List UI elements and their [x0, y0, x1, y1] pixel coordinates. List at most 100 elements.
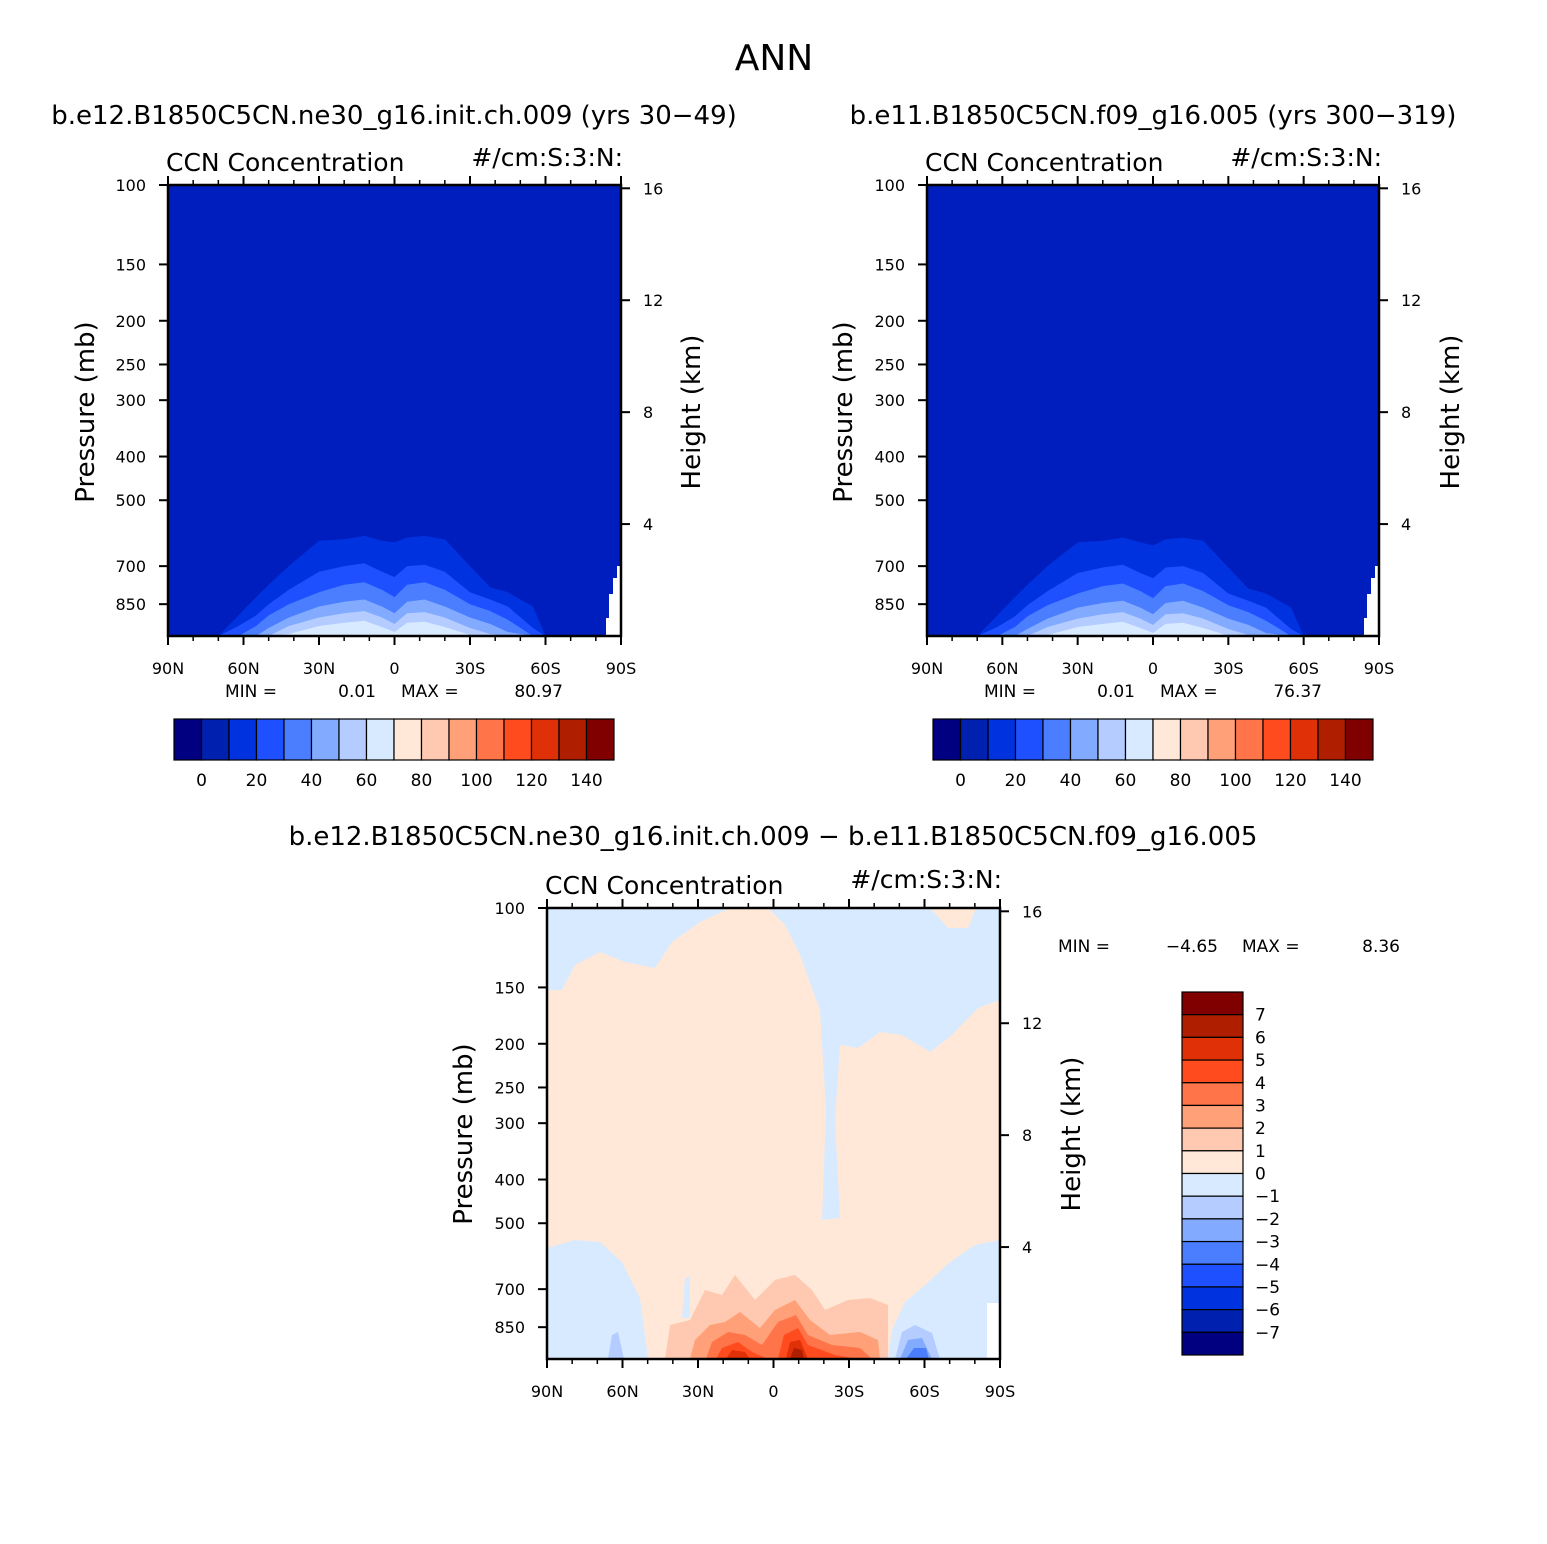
panel-2-y2label: Height (km) — [1436, 335, 1466, 490]
x-tick-label: 90N — [531, 1382, 563, 1401]
y2-tick-label: 16 — [1022, 902, 1042, 921]
panel-1-y2label: Height (km) — [677, 335, 707, 490]
contour-band-6 — [977, 621, 1379, 636]
diff-upper-left-negative — [547, 908, 730, 990]
x-tick-label: 90S — [985, 1382, 1016, 1401]
colorbar-box — [585, 718, 615, 761]
panel-2-ylabel: Pressure (mb) — [829, 321, 859, 502]
panel-3-min-value: −4.65 — [1166, 937, 1218, 957]
colorbar-label: 80 — [1170, 771, 1192, 791]
colorbar-box — [1152, 718, 1182, 761]
panel-1-min-value: 0.01 — [338, 682, 376, 702]
y2-tick-label: 12 — [1401, 291, 1421, 310]
colorbar-box — [448, 718, 478, 761]
missing-data — [1364, 566, 1379, 636]
y2-tick-label: 4 — [643, 515, 653, 534]
panel-1-ylabel: Pressure (mb) — [71, 321, 101, 502]
colorbar-label: 0 — [955, 771, 966, 791]
colorbar-box — [475, 718, 505, 761]
panel-1-max-value: 80.97 — [514, 682, 563, 702]
panel-3-right-label: #/cm:S:3:N: — [850, 865, 1002, 894]
colorbar-label: 100 — [1219, 771, 1251, 791]
y-tick-label: 850 — [115, 595, 146, 614]
y2-tick-label: 12 — [1022, 1014, 1042, 1033]
x-tick-label: 0 — [1148, 659, 1158, 678]
contour-band-6 — [218, 620, 621, 636]
colorbar-label: 80 — [411, 771, 433, 791]
colorbar-box — [1181, 1104, 1244, 1129]
colorbar-label: 60 — [356, 771, 378, 791]
colorbar-box — [558, 718, 588, 761]
colorbar-label: 140 — [570, 771, 602, 791]
panel-2-max-value: 76.37 — [1273, 682, 1322, 702]
colorbar-box — [1289, 718, 1319, 761]
y-tick-label: 150 — [115, 255, 146, 274]
x-tick-label: 30S — [1213, 659, 1244, 678]
colorbar-box — [420, 718, 450, 761]
colorbar-label: 20 — [246, 771, 268, 791]
colorbar-box — [1207, 718, 1237, 761]
x-tick-label: 90S — [1364, 659, 1395, 678]
colorbar-box — [1181, 1263, 1244, 1288]
x-tick-label: 60S — [909, 1382, 940, 1401]
y-tick-label: 700 — [115, 557, 146, 576]
panel-1-contour-field — [168, 185, 621, 636]
diff-upper-right-negative — [768, 908, 1000, 1220]
diff-missing-column — [987, 1303, 1000, 1359]
colorbar-box — [1181, 1082, 1244, 1107]
x-tick-label: 0 — [768, 1382, 778, 1401]
colorbar-label: −5 — [1255, 1278, 1280, 1298]
panel-3-left-label: CCN Concentration — [545, 871, 783, 900]
y2-tick-label: 12 — [643, 291, 663, 310]
panel-1-max-label: MAX = — [401, 682, 459, 702]
panel-1-min-label: MIN = — [225, 682, 277, 702]
panel-3-axes: 90N 60N 30N 0 30S 60S 90S 100 150 200 250 300 400 500… — [494, 899, 1042, 1401]
colorbar-box — [503, 718, 533, 761]
missing-data — [606, 566, 621, 636]
panel-3-y2label: Height (km) — [1057, 1057, 1087, 1212]
colorbar-label: 7 — [1255, 1006, 1266, 1026]
y2-tick-label: 16 — [643, 179, 663, 198]
colorbar-box — [1344, 718, 1374, 761]
x-tick-label: 30N — [303, 659, 335, 678]
colorbar-box — [1042, 718, 1072, 761]
colorbar-label: 5 — [1255, 1051, 1266, 1071]
panel-3-min-label: MIN = — [1058, 937, 1110, 957]
colorbar-box — [365, 718, 395, 761]
x-tick-label: 60N — [606, 1382, 638, 1401]
panel-2-min-label: MIN = — [984, 682, 1036, 702]
panel-2-colorbar: 0 20 40 60 80 100 120 140 — [932, 718, 1374, 791]
colorbar-label: −7 — [1255, 1323, 1280, 1343]
x-tick-label: 90N — [152, 659, 184, 678]
colorbar-box — [1181, 1331, 1244, 1356]
y-tick-label: 700 — [874, 557, 905, 576]
colorbar-box — [932, 718, 962, 761]
colorbar-label: −1 — [1255, 1187, 1280, 1207]
colorbar-label: 4 — [1255, 1074, 1266, 1094]
x-tick-label: 30N — [682, 1382, 714, 1401]
colorbar-box — [1234, 718, 1264, 761]
colorbar-label: 6 — [1255, 1028, 1266, 1048]
colorbar-box — [1317, 718, 1347, 761]
x-tick-label: 60N — [227, 659, 259, 678]
colorbar-label: 60 — [1115, 771, 1137, 791]
diff-positive-5-to-6 — [726, 1340, 808, 1359]
y-tick-label: 200 — [115, 312, 146, 331]
y-tick-label: 100 — [874, 176, 905, 195]
y-tick-label: 300 — [115, 391, 146, 410]
panel-2-min-value: 0.01 — [1097, 682, 1135, 702]
y-tick-label: 200 — [874, 312, 905, 331]
colorbar-box — [1262, 718, 1292, 761]
y-tick-label: 150 — [874, 255, 905, 274]
y2-tick-label: 16 — [1401, 179, 1421, 198]
y-tick-label: 500 — [874, 491, 905, 510]
x-tick-label: 0 — [389, 659, 399, 678]
colorbar-box — [1181, 1172, 1244, 1197]
y-tick-label: 400 — [115, 448, 146, 467]
colorbar-box — [255, 718, 285, 761]
colorbar-label: 40 — [301, 771, 323, 791]
diff-top-right-positive — [930, 908, 976, 928]
colorbar-box — [1179, 718, 1209, 761]
y-tick-label: 700 — [494, 1280, 525, 1299]
panel-3-title: b.e12.B1850C5CN.ne30_g16.init.ch.009 − b… — [289, 822, 1258, 852]
